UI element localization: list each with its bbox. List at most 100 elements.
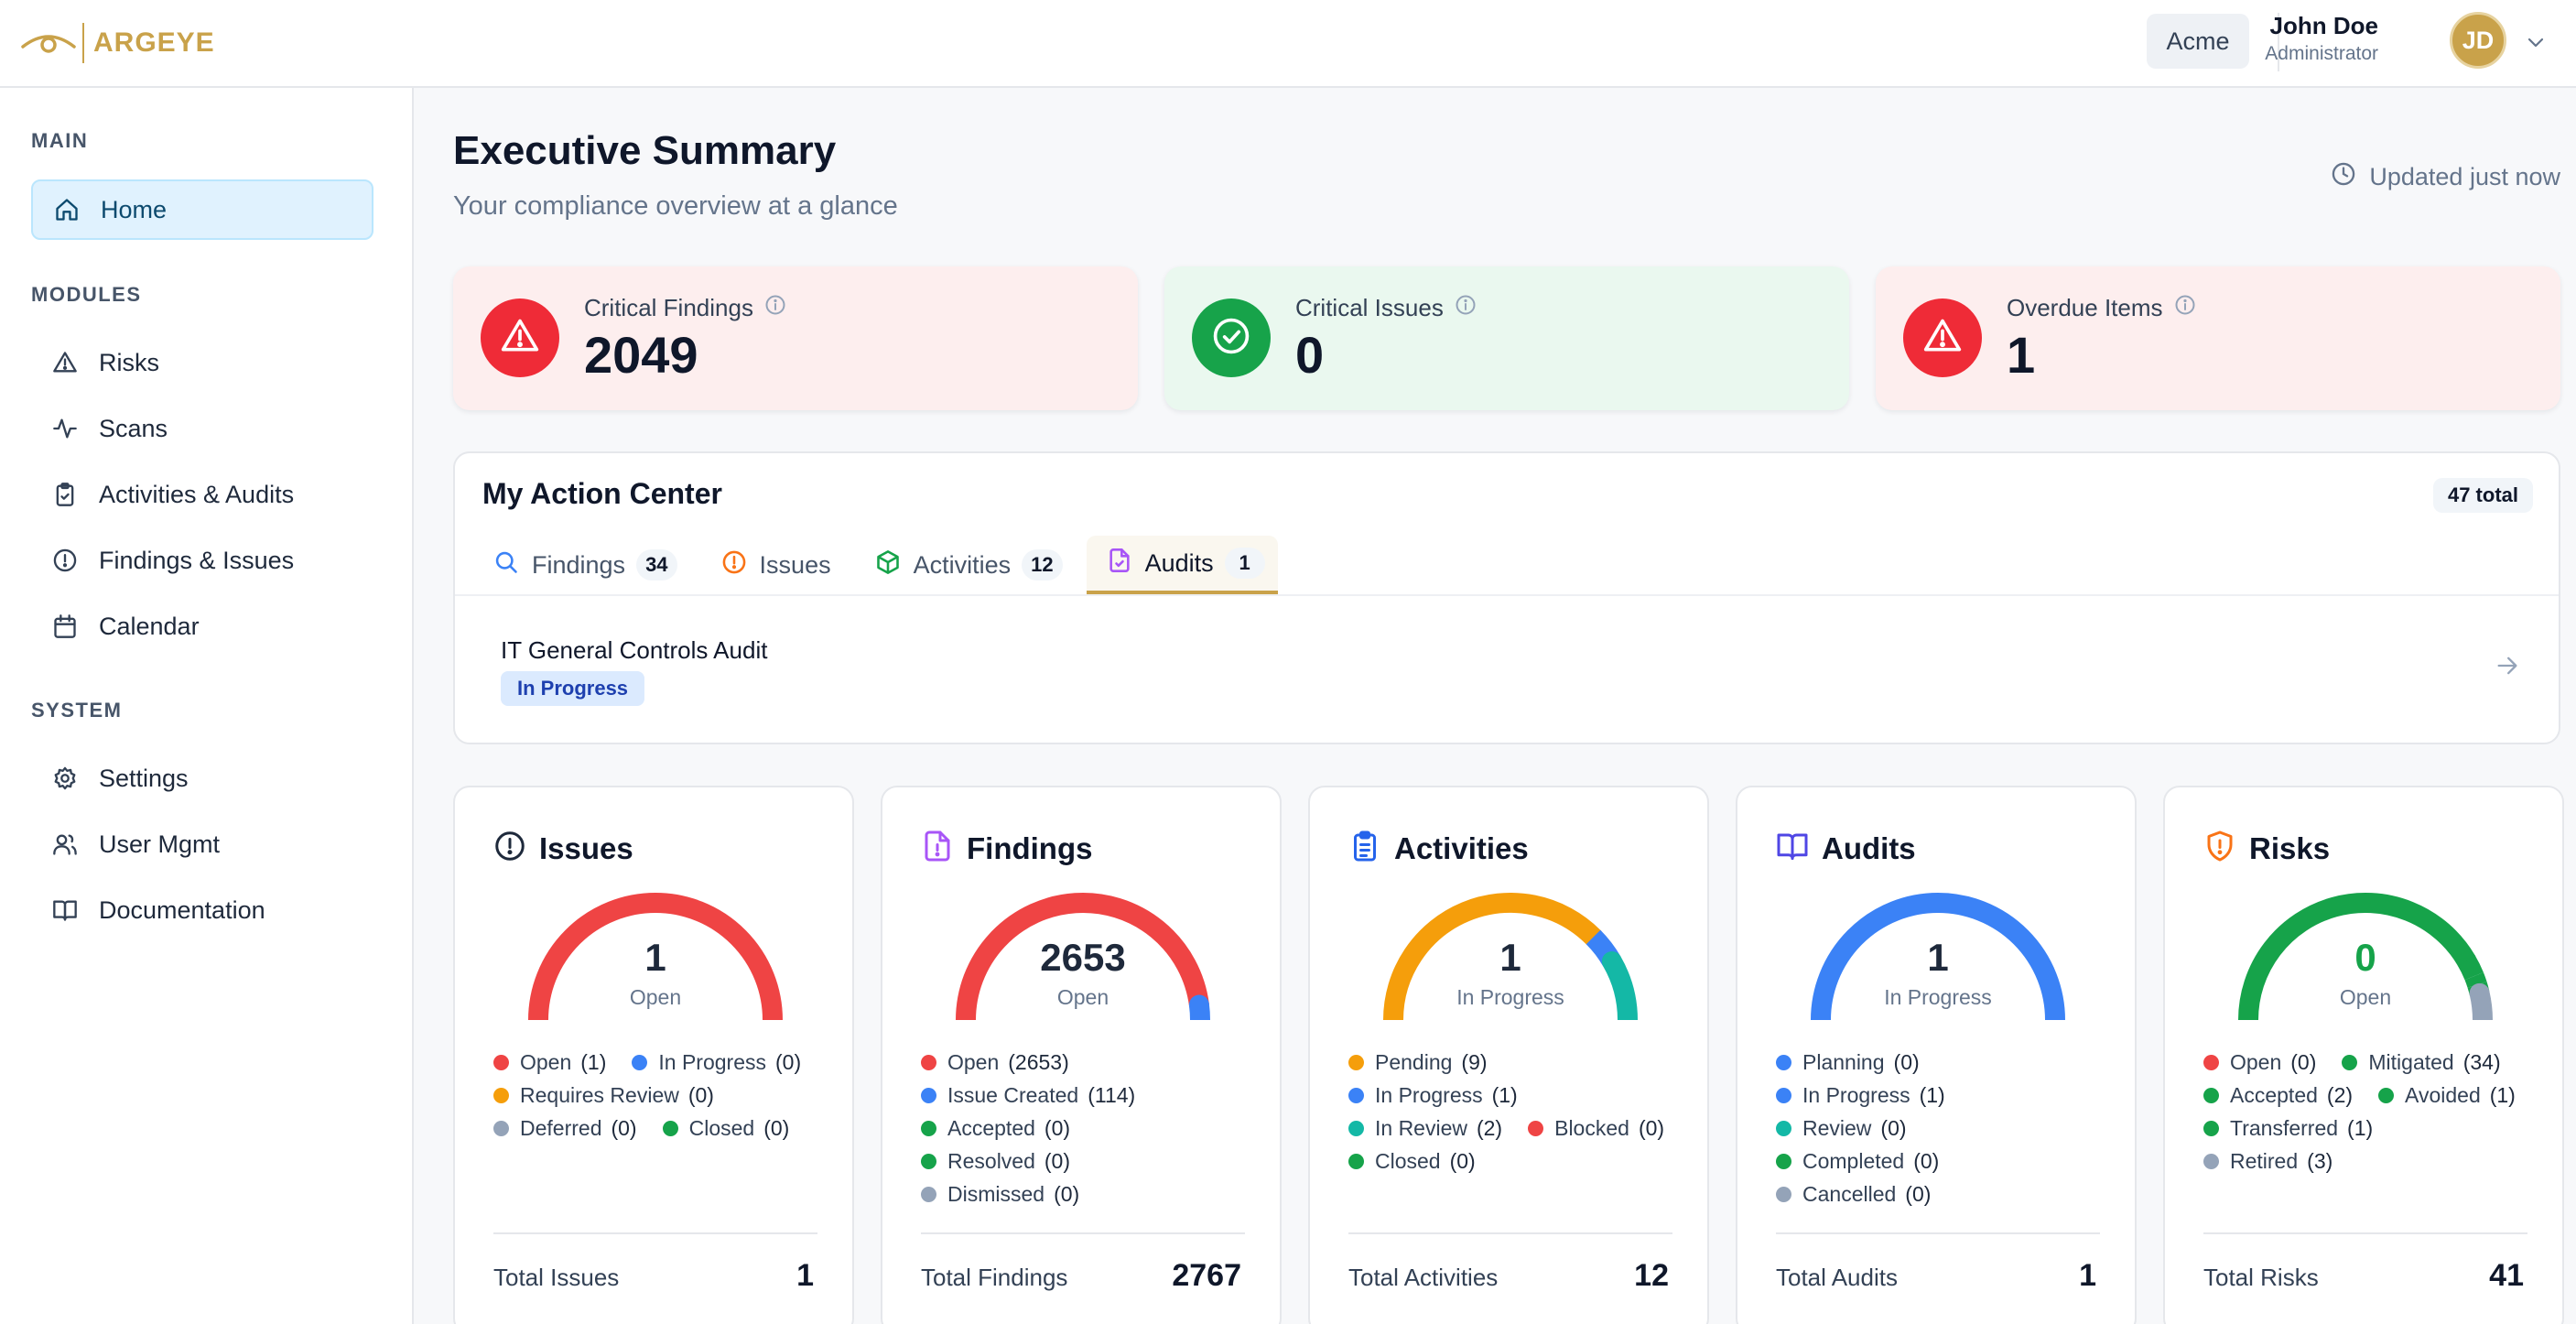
- legend-item[interactable]: In Progress (1): [1348, 1083, 1518, 1108]
- legend-dot: [1348, 1120, 1364, 1136]
- sidebar-item-label: Scans: [99, 414, 168, 442]
- gauge-chart: 2653 Open: [956, 893, 1210, 1020]
- legend-dot: [1348, 1153, 1364, 1169]
- legend-item[interactable]: In Progress (0): [632, 1050, 801, 1075]
- legend-row: Planning (0): [1776, 1046, 2115, 1079]
- tab-activities[interactable]: Activities 12: [855, 536, 1076, 594]
- summary-card-risks[interactable]: Risks 0 Open Open (0) Mitigated (34) Accepte…: [2163, 786, 2564, 1324]
- gauge-value: 1: [1499, 936, 1521, 979]
- tab-label: Activities: [913, 550, 1012, 579]
- sidebar-section-modules: MODULES: [31, 283, 142, 306]
- summary-card-issues[interactable]: Issues 1 Open Open (1) In Progress (0) Requi…: [453, 786, 854, 1324]
- legend-item[interactable]: Planning (0): [1776, 1050, 1920, 1075]
- tab-audits[interactable]: Audits 1: [1086, 536, 1278, 594]
- sidebar-item-user-mgmt[interactable]: User Mgmt: [31, 814, 373, 874]
- legend-item[interactable]: Open (1): [493, 1050, 606, 1075]
- sidebar-item-calendar[interactable]: Calendar: [31, 596, 373, 657]
- legend-item[interactable]: Open (2653): [921, 1050, 1069, 1075]
- legend-item[interactable]: Cancelled (0): [1776, 1182, 1931, 1207]
- legend-label: Closed: [1375, 1148, 1441, 1173]
- legend-label: Open: [947, 1049, 1000, 1074]
- legend-dot: [2203, 1054, 2219, 1070]
- legend-dot: [493, 1120, 509, 1136]
- legend-item[interactable]: Dismissed (0): [921, 1182, 1079, 1207]
- info-icon[interactable]: [2174, 294, 2196, 322]
- kpi-label: Overdue Items: [2007, 294, 2163, 321]
- legend-item[interactable]: Pending (9): [1348, 1050, 1488, 1075]
- sidebar-item-scans[interactable]: Scans: [31, 398, 373, 459]
- legend-label: Dismissed: [947, 1181, 1045, 1206]
- alert-circle-icon: [51, 547, 79, 574]
- kpi-critical-issues[interactable]: Critical Issues 0: [1164, 266, 1849, 410]
- legend-dot: [921, 1120, 936, 1136]
- legend-item[interactable]: Issue Created (114): [921, 1083, 1135, 1108]
- sidebar-item-settings[interactable]: Settings: [31, 748, 373, 809]
- gauge-segment: [528, 893, 783, 1020]
- legend-row: Issue Created (114): [921, 1079, 1260, 1112]
- legend-item[interactable]: Requires Review (0): [493, 1083, 714, 1108]
- tab-findings[interactable]: Findings 34: [473, 536, 690, 594]
- brand-logo[interactable]: ARGEYE: [20, 20, 215, 66]
- sidebar-item-label: Settings: [99, 764, 189, 792]
- chevron-down-icon[interactable]: [2525, 31, 2547, 58]
- legend-dot: [2378, 1087, 2395, 1103]
- legend-dot: [2342, 1054, 2358, 1070]
- legend-item[interactable]: Accepted (0): [921, 1116, 1070, 1141]
- sidebar-item-risks[interactable]: Risks: [31, 332, 373, 393]
- sidebar-item-activities-audits[interactable]: Activities & Audits: [31, 464, 373, 525]
- org-switcher-button[interactable]: Acme: [2147, 14, 2249, 69]
- legend-label: Retired: [2230, 1148, 2299, 1173]
- legend-count: (1): [580, 1049, 607, 1074]
- sidebar-item-documentation[interactable]: Documentation: [31, 880, 373, 940]
- card-legend: Open (2653) Issue Created (114) Accepted (0) R…: [921, 1046, 1260, 1210]
- user-name[interactable]: John Doe: [2269, 12, 2378, 39]
- legend-label: In Progress: [1375, 1082, 1483, 1107]
- file-alert-icon: [921, 830, 967, 867]
- user-role: Administrator: [2265, 43, 2378, 64]
- legend-count: (0): [687, 1082, 714, 1107]
- avatar[interactable]: JD: [2450, 12, 2506, 69]
- kpi-value: 1: [2007, 326, 2036, 384]
- legend-item[interactable]: Transferred (1): [2203, 1116, 2373, 1141]
- legend-row: In Review (2) Blocked (0): [1348, 1112, 1687, 1145]
- legend-dot: [1776, 1186, 1791, 1202]
- summary-card-findings[interactable]: Findings 2653 Open Open (2653) Issue Creat…: [881, 786, 1282, 1324]
- legend-item[interactable]: In Review (2): [1348, 1116, 1502, 1141]
- sidebar-item-home[interactable]: Home: [31, 179, 373, 240]
- legend-item[interactable]: Completed (0): [1776, 1149, 1939, 1174]
- legend-dot: [662, 1120, 678, 1136]
- info-icon[interactable]: [764, 294, 786, 322]
- eye-logo-icon: [20, 28, 77, 58]
- legend-row: Review (0): [1776, 1112, 2115, 1145]
- total-label: Total Risks: [2203, 1264, 2319, 1291]
- legend-item[interactable]: Mitigated (34): [2342, 1050, 2501, 1075]
- legend-item[interactable]: Accepted (2): [2203, 1083, 2353, 1108]
- tab-issues[interactable]: Issues: [701, 536, 844, 594]
- action-item-title[interactable]: IT General Controls Audit: [501, 636, 768, 664]
- legend-item[interactable]: Blocked (0): [1528, 1116, 1664, 1141]
- legend-item[interactable]: In Progress (1): [1776, 1083, 1945, 1108]
- card-legend: Planning (0) In Progress (1) Review (0) Comple…: [1776, 1046, 2115, 1210]
- sidebar-item-findings-issues[interactable]: Findings & Issues: [31, 530, 373, 591]
- info-icon[interactable]: [1455, 294, 1477, 322]
- summary-card-activities[interactable]: Activities 1 In Progress Pending (9) In Pr…: [1308, 786, 1709, 1324]
- kpi-overdue-items[interactable]: Overdue Items 1: [1876, 266, 2560, 410]
- card-title: Activities: [1394, 830, 1529, 865]
- arrow-right-icon[interactable]: [2495, 653, 2520, 683]
- card-divider: [1348, 1232, 1672, 1234]
- legend-item[interactable]: Resolved (0): [921, 1149, 1070, 1174]
- legend-item[interactable]: Avoided (1): [2378, 1083, 2516, 1108]
- legend-item[interactable]: Open (0): [2203, 1050, 2316, 1075]
- legend-item[interactable]: Retired (3): [2203, 1149, 2332, 1174]
- kpi-critical-findings[interactable]: Critical Findings 2049: [453, 266, 1138, 410]
- card-divider: [1776, 1232, 2100, 1234]
- legend-item[interactable]: Deferred (0): [493, 1116, 637, 1141]
- legend-item[interactable]: Closed (0): [662, 1116, 789, 1141]
- summary-card-audits[interactable]: Audits 1 In Progress Planning (0) In Progr…: [1736, 786, 2137, 1324]
- gauge-label: In Progress: [1884, 985, 1992, 1009]
- legend-item[interactable]: Review (0): [1776, 1116, 1907, 1141]
- total-label: Total Findings: [921, 1264, 1068, 1291]
- sidebar-item-label: User Mgmt: [99, 830, 221, 858]
- total-value: 2767: [1172, 1258, 1241, 1293]
- legend-item[interactable]: Closed (0): [1348, 1149, 1476, 1174]
